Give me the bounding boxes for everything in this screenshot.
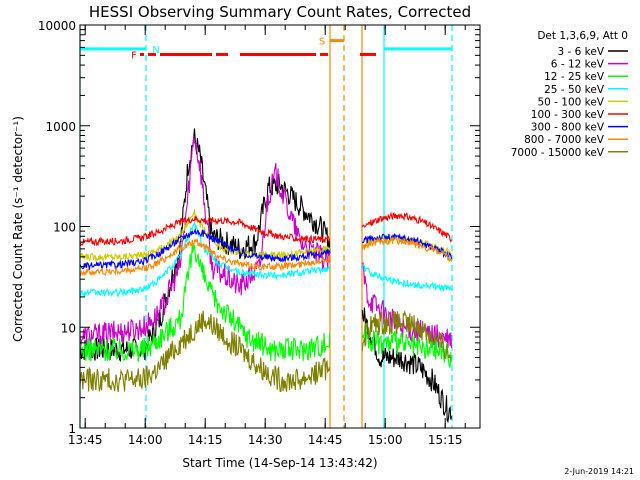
- legend-label: 300 - 800 keV: [531, 122, 605, 134]
- x-tick-label: 14:45: [308, 433, 343, 447]
- legend-label: 50 - 100 keV: [537, 96, 604, 108]
- series-line: [79, 211, 453, 247]
- y-tick-label: 10: [61, 321, 76, 335]
- x-tick-label: 13:45: [68, 433, 103, 447]
- series-line: [79, 236, 453, 277]
- legend-label: 12 - 25 keV: [544, 71, 605, 83]
- x-axis-label: Start Time (14-Sep-14 13:43:42): [182, 456, 377, 470]
- legend-label: 7000 - 15000 keV: [511, 147, 605, 159]
- y-tick-label: 1: [68, 422, 76, 436]
- x-tick-label: 14:00: [128, 433, 163, 447]
- y-tick-label: 10000: [38, 19, 76, 33]
- x-tick-label: 15:00: [368, 433, 403, 447]
- x-tick-label: 15:15: [428, 433, 463, 447]
- series-line: [79, 243, 453, 368]
- footer-date: 2-Jun-2019 14:21: [564, 467, 634, 476]
- x-tick-label: 14:15: [188, 433, 223, 447]
- plot-area: N F S: [79, 25, 453, 428]
- legend-label: 800 - 7000 keV: [524, 134, 605, 146]
- series-line: [79, 309, 452, 393]
- y-tick-label: 100: [53, 221, 76, 235]
- legend-label: 3 - 6 keV: [557, 46, 604, 58]
- flag-label: N: [152, 45, 159, 56]
- flag-label: S: [319, 37, 325, 48]
- legend-label: 100 - 300 keV: [531, 109, 605, 121]
- flag-label: F: [131, 50, 137, 61]
- y-tick-label: 1000: [45, 120, 76, 134]
- axes: 1 10 100 1000 10000 13:45 14:00 14:15 14:30 14:45…: [38, 19, 481, 447]
- legend-label: 6 - 12 keV: [551, 59, 605, 71]
- series-line: [79, 128, 453, 424]
- legend-label: 25 - 50 keV: [544, 84, 605, 96]
- x-tick-label: 14:30: [248, 433, 283, 447]
- series-line: [79, 220, 452, 298]
- y-axis-label: Corrected Count Rate (s⁻¹ detector⁻¹): [11, 116, 25, 342]
- chart-title: HESSI Observing Summary Count Rates, Cor…: [89, 3, 471, 21]
- legend-title: Det 1,3,6,9, Att 0: [537, 30, 628, 42]
